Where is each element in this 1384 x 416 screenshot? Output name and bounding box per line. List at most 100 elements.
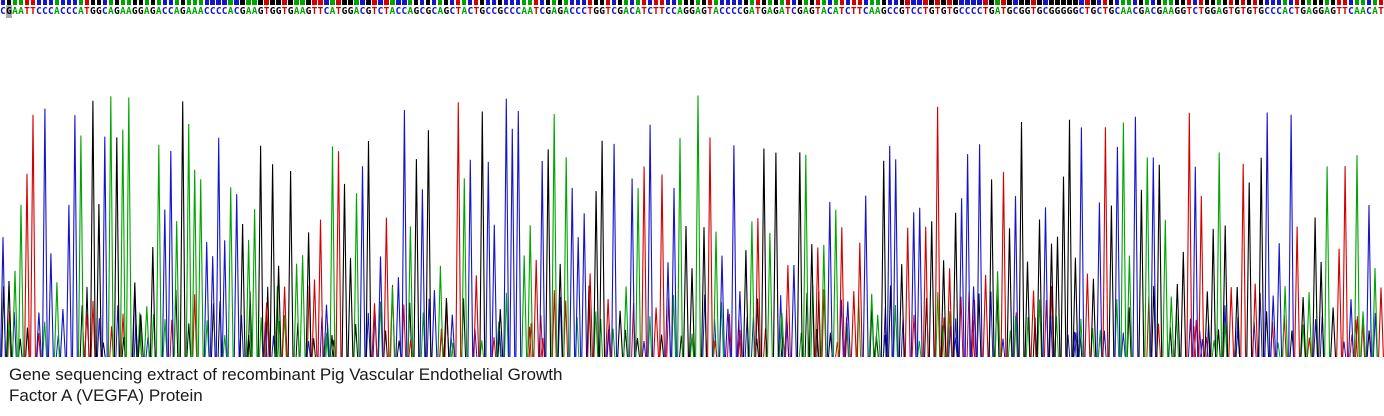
base-call-letter: G (761, 6, 767, 17)
base-call-letter: A (623, 6, 629, 17)
base-call-letter: G (683, 6, 689, 17)
trace-noise-peak (329, 335, 335, 358)
trace-peak (557, 263, 564, 358)
base-quality-block (869, 0, 874, 5)
base-call-letter: C (1042, 6, 1049, 17)
base-call-letter: C (1366, 6, 1372, 17)
base-call-letter: C (209, 6, 216, 17)
trace-peak (437, 265, 444, 358)
base-quality-block (1205, 0, 1210, 5)
base-quality-block (168, 0, 173, 5)
trace-peak (65, 204, 72, 358)
base-call-letter: C (431, 6, 438, 17)
trace-peak (425, 130, 432, 358)
base-quality-block (138, 0, 143, 5)
base-call-letter: A (868, 6, 875, 17)
base-quality-block (1061, 0, 1066, 5)
trace-peak (239, 223, 246, 358)
trace-peak (1210, 228, 1217, 358)
base-quality-block (1378, 0, 1384, 5)
base-call-letter: C (215, 6, 222, 17)
trace-peak (587, 273, 594, 358)
trace-peak (1072, 257, 1079, 358)
base-call-letter: A (1120, 6, 1127, 17)
base-call-letter: T (1102, 6, 1109, 17)
trace-peak (359, 166, 366, 358)
base-quality-block (1318, 0, 1324, 5)
base-quality-block (1007, 0, 1012, 5)
base-call-letter: C (665, 6, 671, 17)
base-call-letter: C (377, 6, 384, 17)
trace-peak (617, 310, 624, 358)
base-call-letter: G (1006, 6, 1013, 17)
base-call-letter: G (898, 6, 905, 17)
base-quality-block (1199, 0, 1204, 5)
trace-peak (179, 101, 186, 358)
base-call-letter: A (1126, 6, 1133, 17)
base-quality-block (809, 0, 814, 5)
trace-peak (455, 102, 462, 358)
trace-peak (952, 212, 959, 358)
base-quality-block (210, 0, 215, 5)
trace-peak (419, 189, 426, 358)
base-quality-block (234, 0, 239, 5)
base-call-letter: C (48, 6, 54, 17)
base-call-letter: C (36, 6, 42, 17)
base-quality-block (953, 0, 958, 5)
base-quality-block (875, 0, 880, 5)
base-quality-block (408, 0, 413, 5)
trace-peak (173, 221, 180, 358)
base-quality-block (557, 0, 563, 5)
base-quality-block (216, 0, 221, 5)
trace-peak (1258, 157, 1265, 358)
base-quality-block (1223, 0, 1228, 5)
base-call-letter: A (1216, 6, 1223, 17)
trace-noise-peak (641, 340, 647, 358)
trace-peak (185, 123, 192, 358)
trace-peak (95, 203, 102, 358)
base-quality-block (1270, 0, 1276, 5)
trace-peak (1138, 189, 1145, 358)
trace-peak (904, 227, 911, 358)
trace-peak (24, 173, 30, 358)
trace-peak (1378, 287, 1384, 358)
trace-peak (1126, 255, 1133, 358)
base-quality-block (971, 0, 976, 5)
trace-peak (569, 187, 576, 358)
base-call-letter: G (1060, 6, 1067, 17)
trace-peak (281, 286, 288, 358)
base-call-letter: C (467, 6, 474, 17)
base-call-letter: C (419, 6, 426, 17)
trace-noise-peak (1000, 338, 1006, 358)
trace-peak (1216, 152, 1223, 358)
base-quality-block (719, 0, 725, 5)
base-quality-block (767, 0, 772, 5)
trace-peak (539, 160, 546, 358)
base-quality-block (144, 0, 149, 5)
trace-noise-peak (36, 332, 41, 358)
trace-peak (233, 194, 240, 358)
trace-noise-peak (893, 304, 898, 358)
trace-noise-peak (496, 321, 502, 358)
trace-noise-peak (593, 311, 599, 358)
base-call-letter: C (647, 6, 653, 17)
trace-peak (772, 152, 779, 358)
base-quality-block (516, 0, 521, 5)
base-call-letter: C (509, 6, 516, 17)
base-quality-block (354, 0, 359, 5)
trace-peak (1294, 226, 1301, 358)
trace-peak (1066, 119, 1073, 358)
trace-peak (1012, 196, 1019, 358)
base-quality-block (1330, 0, 1336, 5)
base-quality-block (294, 0, 299, 5)
trace-noise-peak (689, 333, 695, 358)
base-quality-block (623, 0, 629, 5)
trace-peak (383, 217, 390, 358)
trace-peak (605, 298, 612, 358)
trace-peak (335, 151, 342, 358)
trace-noise-peak (378, 301, 383, 358)
base-call-letter: G (1258, 6, 1265, 17)
trace-peak (796, 152, 803, 358)
trace-peak (263, 302, 270, 358)
trace-peak (41, 108, 48, 358)
